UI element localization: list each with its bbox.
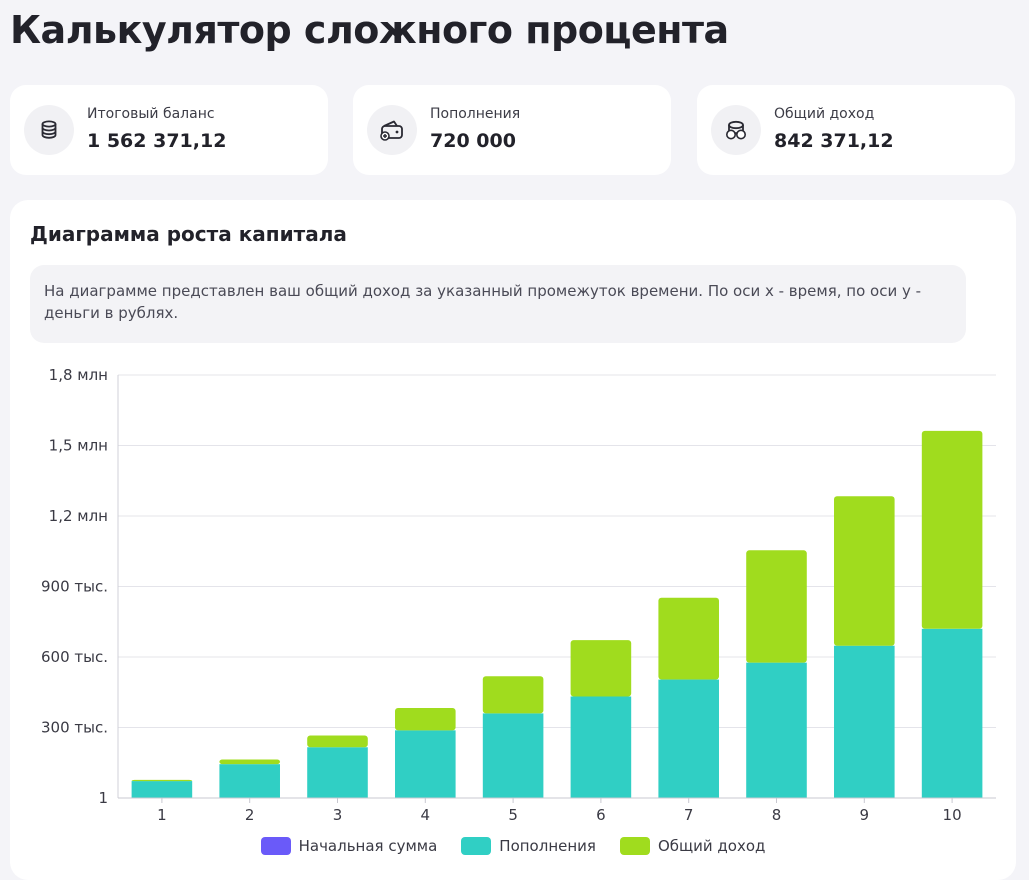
stat-label: Пополнения: [430, 106, 520, 122]
x-tick-label: 2: [245, 806, 255, 824]
y-tick-label: 1,2 млн: [49, 507, 108, 525]
y-tick-label: 300 тыс.: [41, 719, 108, 737]
x-tick-label: 4: [421, 806, 431, 824]
x-tick-label: 6: [596, 806, 606, 824]
bar-income-1: [132, 780, 193, 781]
stat-value: 720 000: [430, 130, 516, 152]
bar-income-2: [219, 759, 280, 764]
legend-label: Пополнения: [499, 837, 596, 855]
bar-income-6: [571, 640, 632, 696]
bar-deposits-1: [132, 781, 193, 798]
bar-deposits-5: [483, 713, 544, 798]
legend-swatch: [620, 837, 650, 855]
income-coins-icon: [711, 105, 761, 155]
y-tick-label: 600 тыс.: [41, 648, 108, 666]
x-tick-label: 8: [772, 806, 782, 824]
legend-item[interactable]: Общий доход: [620, 837, 765, 855]
legend-swatch: [261, 837, 291, 855]
bar-income-8: [746, 550, 807, 662]
bar-income-10: [922, 431, 983, 629]
x-tick-label: 1: [157, 806, 167, 824]
y-tick-label: 900 тыс.: [41, 578, 108, 596]
stat-value: 842 371,12: [774, 130, 894, 152]
bar-deposits-7: [658, 680, 719, 798]
capital-growth-chart: 1 300 тыс. 600 тыс. 900 тыс. 1,2 млн 1,5 млн 1…: [10, 200, 1016, 860]
bar-deposits-9: [834, 646, 895, 798]
stat-value: 1 562 371,12: [87, 130, 226, 152]
legend-label: Общий доход: [658, 837, 765, 855]
stat-label: Общий доход: [774, 106, 874, 122]
bar-income-7: [658, 598, 719, 680]
bar-deposits-2: [219, 764, 280, 798]
legend-label: Начальная сумма: [299, 837, 438, 855]
chart-legend: Начальная сумма Пополнения Общий доход: [10, 837, 1016, 855]
stat-card-deposits: Пополнения 720 000: [353, 85, 671, 175]
bar-deposits-8: [746, 663, 807, 798]
bar-income-3: [307, 735, 368, 747]
x-tick-label: 3: [333, 806, 343, 824]
legend-item[interactable]: Пополнения: [461, 837, 596, 855]
chart-card: Диаграмма роста капитала На диаграмме пр…: [10, 200, 1016, 880]
stat-card-total-income: Общий доход 842 371,12: [697, 85, 1015, 175]
y-tick-label: 1,5 млн: [49, 437, 108, 455]
page-title: Калькулятор сложного процента: [10, 4, 729, 56]
y-tick-label: 1,8 млн: [49, 366, 108, 384]
legend-swatch: [461, 837, 491, 855]
stat-card-final-balance: Итоговый баланс 1 562 371,12: [10, 85, 328, 175]
bar-income-4: [395, 708, 456, 730]
legend-item[interactable]: Начальная сумма: [261, 837, 438, 855]
bar-deposits-10: [922, 629, 983, 798]
bar-deposits-4: [395, 730, 456, 798]
bar-income-5: [483, 676, 544, 713]
x-tick-label: 10: [943, 806, 962, 824]
bar-income-9: [834, 496, 895, 645]
wallet-plus-icon: [367, 105, 417, 155]
coins-stack-icon: [24, 105, 74, 155]
bar-deposits-6: [571, 696, 632, 798]
x-tick-label: 7: [684, 806, 694, 824]
y-tick-label: 1: [98, 789, 108, 807]
x-tick-label: 5: [508, 806, 518, 824]
stat-label: Итоговый баланс: [87, 106, 215, 122]
bar-deposits-3: [307, 747, 368, 798]
x-tick-label: 9: [860, 806, 870, 824]
